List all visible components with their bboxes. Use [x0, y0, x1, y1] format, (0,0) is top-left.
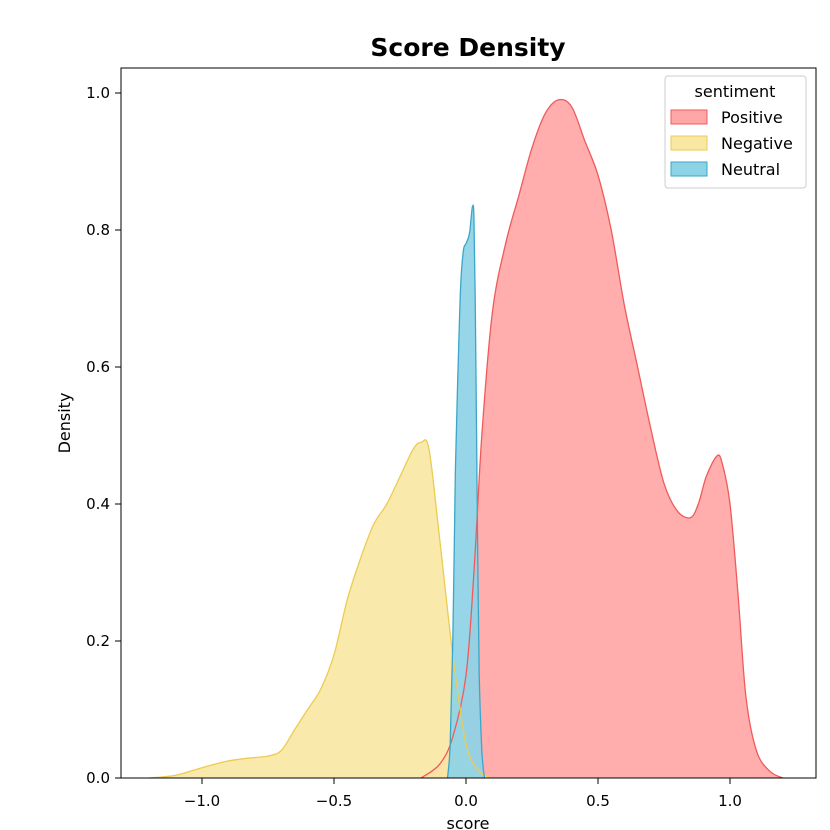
x-tick-label: 0.5: [586, 792, 610, 810]
density-line-positive: [420, 98, 784, 779]
legend-frame: [664, 75, 807, 189]
y-tick-label: 0.4: [86, 495, 110, 513]
x-axis-label: score: [447, 814, 490, 830]
legend-label-positive: Positive: [721, 108, 783, 127]
legend-swatch-negative: [670, 135, 708, 151]
legend-swatch-positive: [670, 109, 708, 125]
legend-title: sentiment: [695, 82, 776, 101]
y-tick-label: 0.8: [86, 221, 110, 239]
legend: sentiment Positive Negative Neutral: [664, 75, 807, 189]
density-line-negative: [149, 439, 493, 779]
legend-label-negative: Negative: [721, 134, 793, 153]
legend-label-neutral: Neutral: [721, 160, 780, 179]
y-tick-label: 0.6: [86, 358, 110, 376]
x-axis-ticks: −1.0 −0.5 0.0 0.5 1.0: [184, 778, 742, 810]
y-axis-label: Density: [55, 393, 74, 454]
density-area-negative: [149, 439, 493, 778]
x-tick-label: −1.0: [184, 792, 220, 810]
y-tick-label: 0.2: [86, 632, 110, 650]
y-axis-ticks: 0.0 0.2 0.4 0.6 0.8 1.0: [86, 84, 121, 787]
x-tick-label: −0.5: [316, 792, 352, 810]
x-tick-label: 0.0: [454, 792, 478, 810]
x-tick-label: 1.0: [718, 792, 742, 810]
density-line-neutral: [446, 204, 486, 779]
chart-title: Score Density: [370, 33, 565, 62]
y-tick-label: 1.0: [86, 84, 110, 102]
density-area-positive: [421, 99, 783, 778]
plot-frame: [120, 67, 817, 779]
legend-swatch-neutral: [670, 161, 708, 177]
y-tick-label: 0.0: [86, 769, 110, 787]
series-strokes: [149, 98, 784, 779]
